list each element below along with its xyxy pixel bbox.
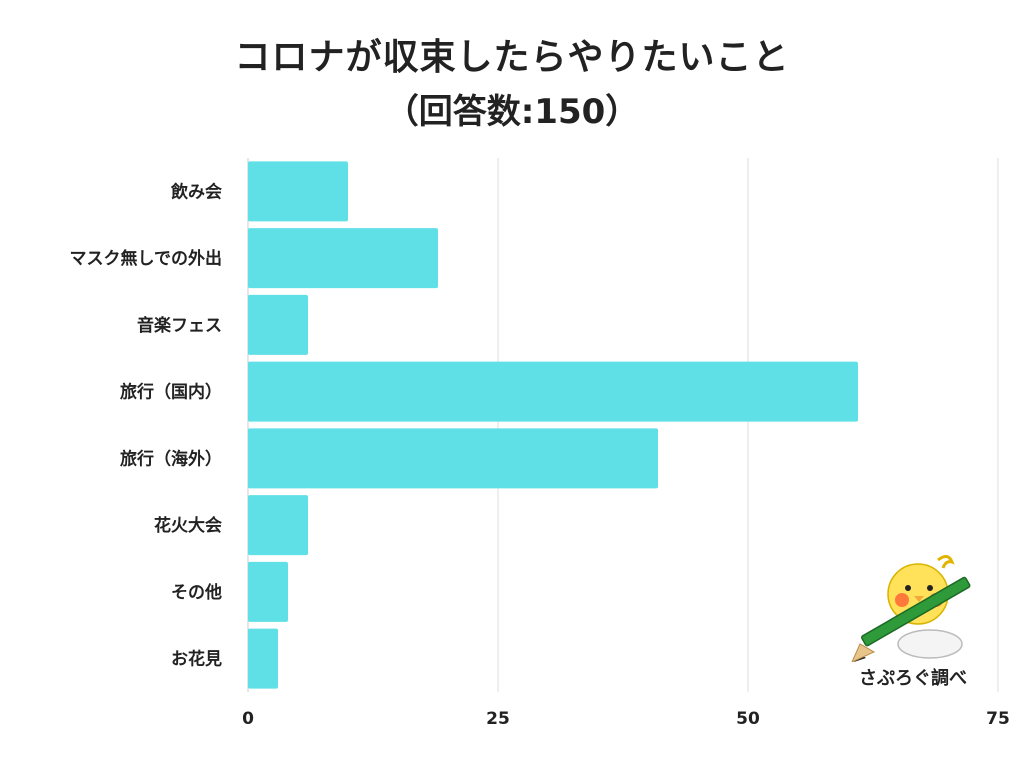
category-label: 飲み会 xyxy=(170,181,222,202)
bird-with-pencil-icon xyxy=(851,555,971,662)
x-tick-labels: 0 25 50 75 xyxy=(242,709,1010,729)
chart-subtitle: （回答数:150） xyxy=(384,92,640,132)
x-tick-label: 25 xyxy=(486,709,510,729)
bar xyxy=(248,361,858,422)
chart-title: コロナが収束したらやりたいこと xyxy=(234,37,790,78)
category-label: お花見 xyxy=(171,649,222,670)
bar xyxy=(248,161,348,222)
category-label: その他 xyxy=(171,582,222,603)
category-label: 旅行（国内） xyxy=(120,382,222,403)
category-label: 花火大会 xyxy=(154,515,222,536)
category-label: 旅行（海外） xyxy=(120,448,222,469)
x-tick-label: 75 xyxy=(986,709,1010,729)
bar xyxy=(248,428,658,489)
bar xyxy=(248,228,438,289)
category-label: マスク無しでの外出 xyxy=(70,248,223,269)
bars xyxy=(248,161,858,689)
watermark-text: さぷろぐ調べ xyxy=(859,668,967,689)
category-label: 音楽フェス xyxy=(137,315,222,336)
x-tick-label: 0 xyxy=(242,709,254,729)
bar xyxy=(248,628,278,689)
bar xyxy=(248,561,288,622)
bar xyxy=(248,294,308,355)
x-tick-label: 50 xyxy=(736,709,760,729)
bar xyxy=(248,495,308,556)
